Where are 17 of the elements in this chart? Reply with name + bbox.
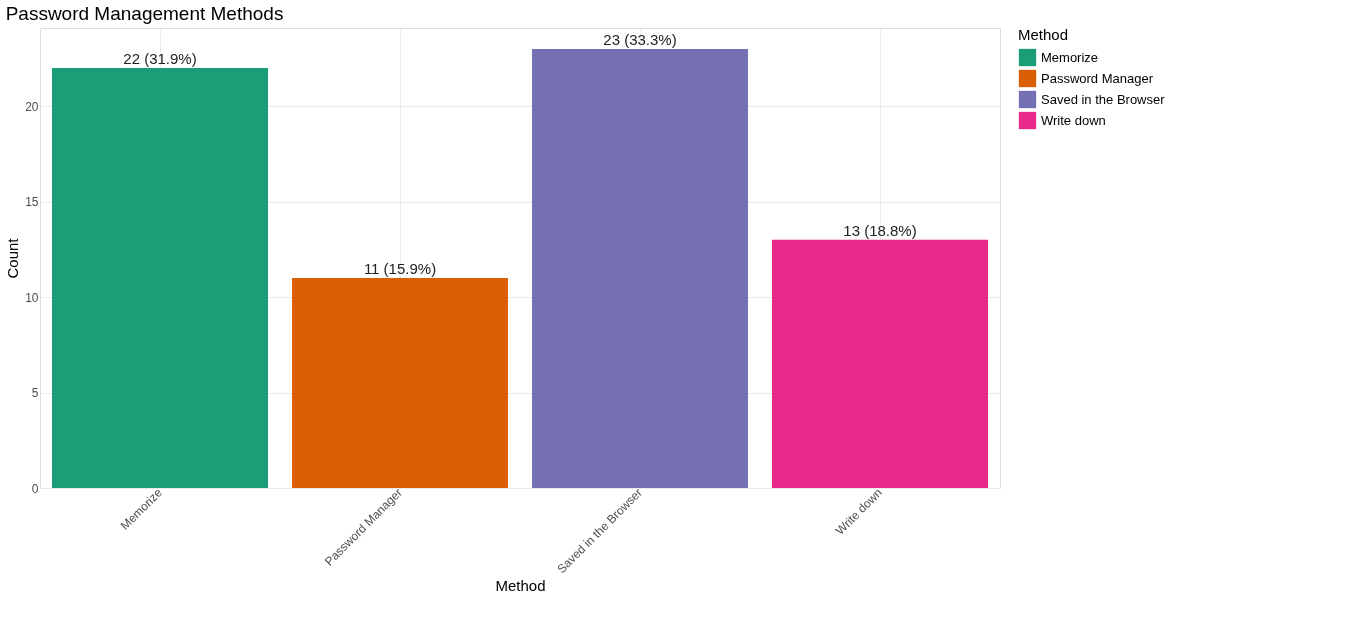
y-tick-label: 15 xyxy=(25,195,39,210)
legend-label: Write down xyxy=(1041,112,1106,128)
y-tick-label: 0 xyxy=(31,481,39,496)
data-label: 13 (18.8%) xyxy=(843,221,917,239)
data-label: 23 (33.3%) xyxy=(603,31,677,48)
y-tick-label: 10 xyxy=(25,290,39,305)
data-label: 11 (15.9%) xyxy=(363,260,437,278)
y-tick-label: 20 xyxy=(25,99,39,114)
y-tick-label: 5 xyxy=(31,386,39,401)
legend-label: Memorize xyxy=(1041,49,1099,65)
chart-title: Password Management Methods xyxy=(5,3,284,24)
data-label: 22 (31.9%) xyxy=(123,50,197,68)
legend-label: Password Manager xyxy=(1041,70,1154,86)
x-axis-title: Method xyxy=(495,577,546,595)
y-axis-title: Count xyxy=(4,237,22,279)
legend-label: Saved in the Browser xyxy=(1041,91,1166,107)
legend-title: Method xyxy=(1018,26,1069,43)
